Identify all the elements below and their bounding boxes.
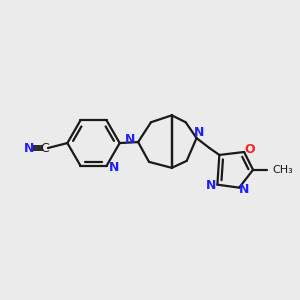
Text: N: N [206, 179, 217, 192]
Text: N: N [109, 161, 119, 174]
Text: N: N [124, 133, 135, 146]
Text: N: N [24, 142, 34, 154]
Text: N: N [194, 126, 205, 139]
Text: C: C [40, 142, 50, 154]
Text: CH₃: CH₃ [272, 165, 293, 175]
Text: N: N [239, 183, 250, 196]
Text: O: O [245, 142, 255, 155]
